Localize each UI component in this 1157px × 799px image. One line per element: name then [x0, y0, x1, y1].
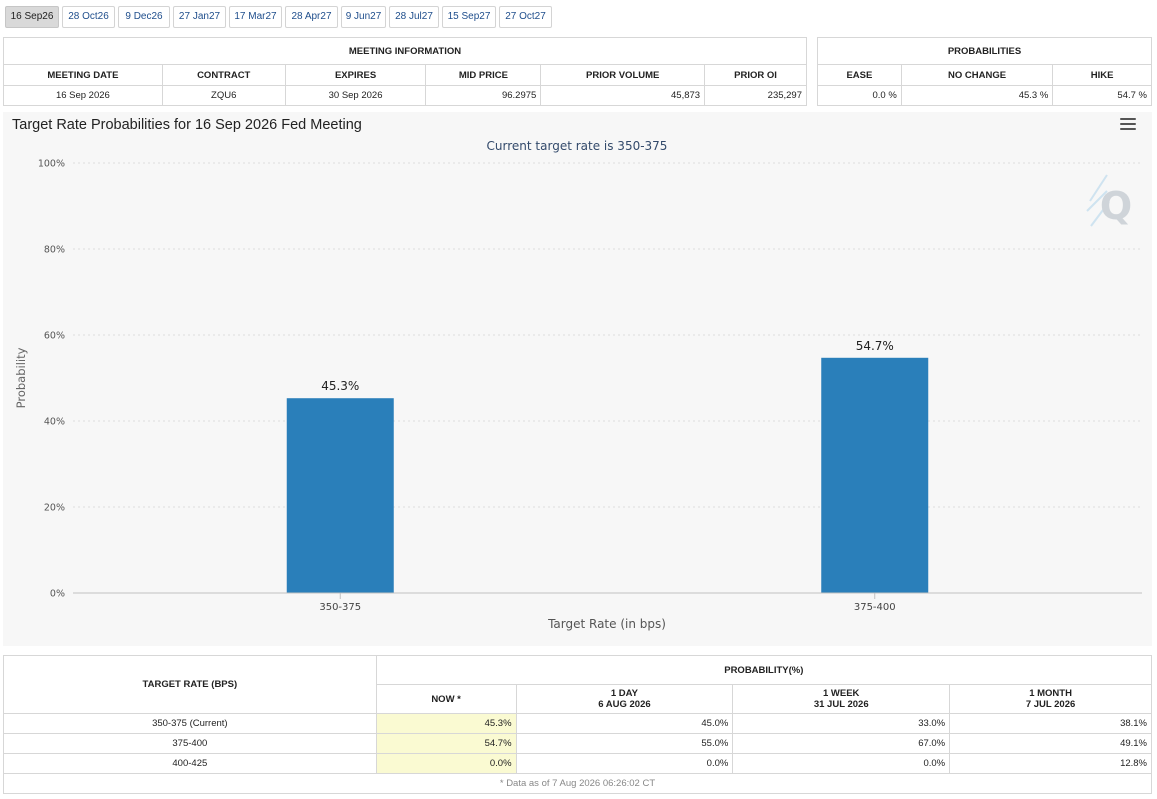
bar-data-label: 54.7%: [856, 339, 894, 353]
expires-value: 30 Sep 2026: [284, 85, 427, 106]
y-axis-title: Probability: [14, 347, 28, 408]
prior-oi-value: 235,297: [704, 85, 807, 106]
meeting-row: 16 Sep 2026 ZQU6 30 Sep 2026 96.2975 45,…: [3, 85, 807, 106]
y-tick-label: 100%: [38, 159, 65, 170]
one-week-cell: 33.0%: [732, 713, 951, 734]
chart-menu-icon[interactable]: [1120, 118, 1136, 132]
chart-subtitle: Current target rate is 350-375: [487, 139, 668, 153]
col-1-week-date: 31 JUL 2026: [813, 699, 869, 710]
col-prior-oi: PRIOR OI: [704, 64, 807, 86]
tab-15-sep27[interactable]: 15 Sep27: [442, 6, 496, 28]
target-rate-cell: 350-375 (Current): [3, 713, 377, 734]
svg-text:Q: Q: [1100, 184, 1132, 228]
probability-history-table: TARGET RATE (BPS) PROBABILITY(%) NOW * 1…: [3, 655, 1153, 794]
col-1-day-label: 1 DAY: [610, 688, 638, 699]
now-cell: 54.7%: [375, 733, 517, 754]
y-tick-label: 20%: [44, 503, 65, 514]
tab-28-apr27[interactable]: 28 Apr27: [285, 6, 338, 28]
table-row: 400-425 0.0% 0.0% 0.0% 12.8%: [3, 753, 1152, 774]
probability-header: PROBABILITY(%): [375, 655, 1153, 685]
hike-value: 54.7 %: [1052, 85, 1152, 106]
y-axis-ticks: 0% 20% 40% 60% 80% 100%: [38, 159, 65, 600]
one-day-cell: 45.0%: [515, 713, 734, 734]
meeting-date-value: 16 Sep 2026: [3, 85, 163, 106]
x-axis-title: Target Rate (in bps): [547, 617, 666, 631]
target-rate-cell: 400-425: [3, 753, 377, 774]
one-day-cell: 55.0%: [515, 733, 734, 754]
one-month-cell: 38.1%: [949, 713, 1152, 734]
mid-price-value: 96.2975: [425, 85, 542, 106]
x-tick-label: 350-375: [319, 602, 361, 613]
one-month-cell: 49.1%: [949, 733, 1152, 754]
x-tick-label: 375-400: [854, 602, 896, 613]
table-row: 350-375 (Current) 45.3% 45.0% 33.0% 38.1…: [3, 713, 1152, 734]
col-contract: CONTRACT: [161, 64, 286, 86]
col-now: NOW *: [375, 684, 517, 714]
tab-9-dec26[interactable]: 9 Dec26: [118, 6, 170, 28]
q-logo-icon: Q: [1086, 174, 1132, 228]
col-1-month-date: 7 JUL 2026: [1025, 699, 1076, 710]
one-week-cell: 67.0%: [732, 733, 951, 754]
col-1-week: 1 WEEK 31 JUL 2026: [732, 684, 951, 714]
col-expires: EXPIRES: [284, 64, 427, 86]
now-cell: 0.0%: [375, 753, 517, 774]
probabilities-table: PROBABILITIES EASE NO CHANGE HIKE 0.0 % …: [817, 37, 1152, 106]
probabilities-title: PROBABILITIES: [817, 37, 1152, 65]
tab-28-oct26[interactable]: 28 Oct26: [62, 6, 115, 28]
col-1-day: 1 DAY 6 AUG 2026: [515, 684, 734, 714]
meeting-info-table: MEETING INFORMATION MEETING DATE CONTRAC…: [3, 37, 807, 106]
tab-17-mar27[interactable]: 17 Mar27: [229, 6, 282, 28]
one-week-cell: 0.0%: [732, 753, 951, 774]
y-tick-label: 60%: [44, 331, 65, 342]
prior-volume-value: 45,873: [540, 85, 706, 106]
table-row: 375-400 54.7% 55.0% 67.0% 49.1%: [3, 733, 1152, 754]
col-no-change: NO CHANGE: [900, 64, 1054, 86]
target-rate-chart: Target Rate Probabilities for 16 Sep 202…: [12, 117, 1142, 631]
now-cell: 45.3%: [375, 713, 517, 734]
col-hike: HIKE: [1052, 64, 1152, 86]
chart-container: Target Rate Probabilities for 16 Sep 202…: [3, 112, 1152, 646]
col-1-day-date: 6 AUG 2026: [598, 699, 651, 710]
tab-28-jul27[interactable]: 28 Jul27: [389, 6, 439, 28]
col-mid-price: MID PRICE: [425, 64, 542, 86]
tab-27-jan27[interactable]: 27 Jan27: [173, 6, 226, 28]
col-prior-volume: PRIOR VOLUME: [540, 64, 706, 86]
bar-350-375: [286, 398, 394, 593]
col-1-week-label: 1 WEEK: [823, 688, 860, 699]
contract-value: ZQU6: [161, 85, 286, 106]
data-timestamp-footnote: * Data as of 7 Aug 2026 06:26:02 CT: [3, 773, 1152, 794]
meeting-info-title: MEETING INFORMATION: [3, 37, 807, 65]
col-1-month: 1 MONTH 7 JUL 2026: [949, 684, 1152, 714]
bar-data-label: 45.3%: [321, 379, 359, 393]
tab-27-oct27[interactable]: 27 Oct27: [499, 6, 552, 28]
probabilities-row: 0.0 % 45.3 % 54.7 %: [817, 85, 1152, 106]
chart-title: Target Rate Probabilities for 16 Sep 202…: [12, 117, 362, 133]
no-change-value: 45.3 %: [900, 85, 1054, 106]
col-meeting-date: MEETING DATE: [3, 64, 163, 86]
ease-value: 0.0 %: [817, 85, 902, 106]
bar-375-400: [821, 357, 929, 593]
bars: 45.3% 54.7%: [286, 339, 929, 593]
col-1-month-label: 1 MONTH: [1029, 688, 1072, 699]
col-now-label: NOW *: [431, 693, 461, 705]
x-axis-ticks: 350-375 375-400: [319, 593, 896, 613]
one-month-cell: 12.8%: [949, 753, 1152, 774]
tab-16-sep26[interactable]: 16 Sep26: [5, 6, 59, 28]
grid-lines: [73, 162, 1142, 508]
tab-9-jun27[interactable]: 9 Jun27: [341, 6, 386, 28]
y-tick-label: 40%: [44, 417, 65, 428]
y-tick-label: 0%: [50, 589, 65, 600]
target-rate-cell: 375-400: [3, 733, 377, 754]
y-tick-label: 80%: [44, 245, 65, 256]
one-day-cell: 0.0%: [515, 753, 734, 774]
col-ease: EASE: [817, 64, 902, 86]
target-rate-header: TARGET RATE (BPS): [3, 655, 377, 714]
